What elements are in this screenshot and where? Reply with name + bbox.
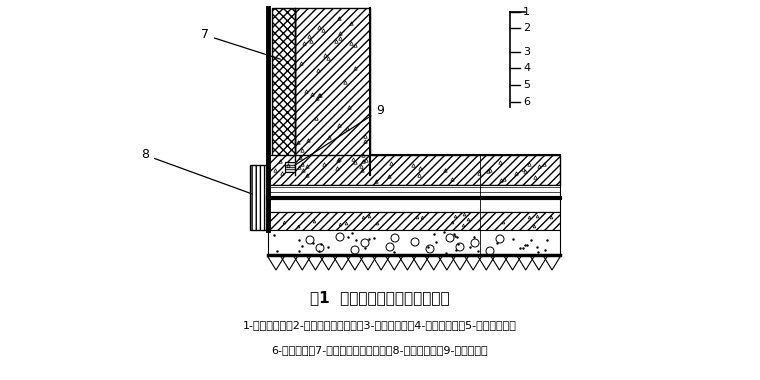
Text: 8: 8 [141,149,252,194]
Text: 5: 5 [523,80,530,90]
Bar [268,230,560,255]
Bar [285,162,295,172]
Text: 6: 6 [523,97,530,107]
Bar [295,8,370,175]
Text: 图1  地下室聚氨酯涂膜防水构造: 图1 地下室聚氨酯涂膜防水构造 [310,290,450,306]
Bar [268,198,560,212]
Text: 9: 9 [294,103,384,166]
Bar [272,8,295,175]
Text: 2: 2 [523,23,530,33]
Text: 7: 7 [201,28,280,59]
Bar [268,185,560,198]
Text: 1-混凝土底板；2-细石混凝土保护层；3-涂膜防水层；4-砂浆找平层；5-混凝土垫层；: 1-混凝土底板；2-细石混凝土保护层；3-涂膜防水层；4-砂浆找平层；5-混凝土… [243,320,517,330]
Bar [268,212,560,230]
Text: 6-素土夸实；7-挤塑聚苯乙烯泡沫板；8-砖砖模板墙；9-钉板止水带: 6-素土夸实；7-挤塑聚苯乙烯泡沫板；8-砖砖模板墙；9-钉板止水带 [271,345,489,355]
Bar [268,155,560,185]
Text: 1: 1 [523,7,530,17]
Text: 4: 4 [523,63,530,73]
Bar [250,165,268,230]
Text: 3: 3 [523,47,530,57]
